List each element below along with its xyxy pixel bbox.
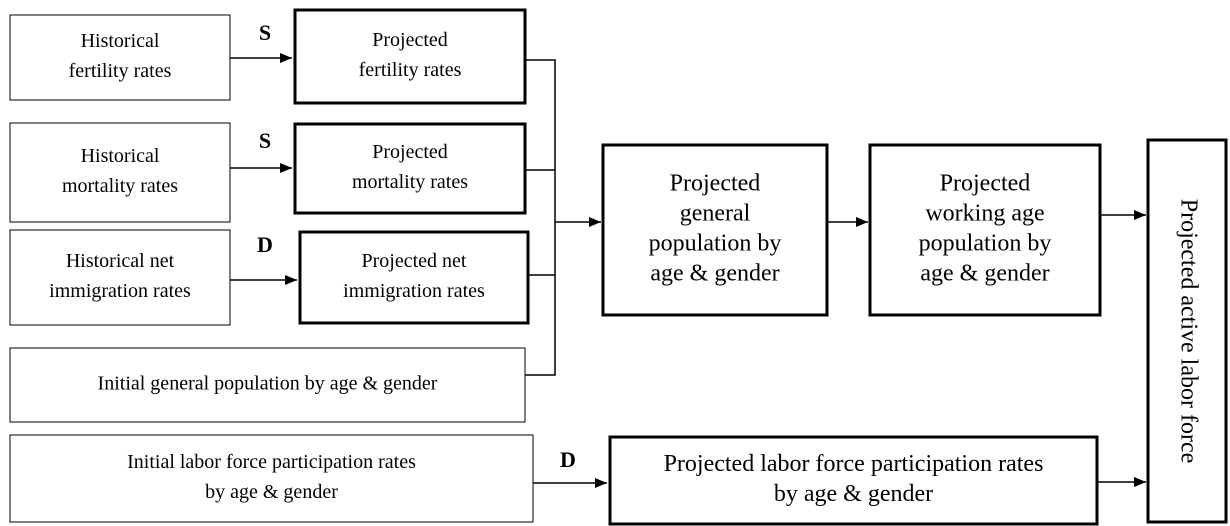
- node-label: mortality rates: [62, 175, 178, 197]
- node-label: Projected labor force participation rate…: [664, 451, 1044, 477]
- node-box: [601, 143, 829, 317]
- node-label: population by: [649, 231, 782, 257]
- node-label: fertility rates: [359, 59, 462, 81]
- node-label: Projected: [940, 171, 1031, 197]
- edge-label: D: [257, 232, 273, 257]
- node-box: [9, 229, 231, 326]
- node-label: Projected: [372, 141, 448, 163]
- node-label: immigration rates: [343, 280, 485, 302]
- node-box: [1146, 138, 1228, 524]
- node-label: Historical: [81, 145, 160, 167]
- node-label: fertility rates: [69, 60, 172, 82]
- node-label: Initial general population by age & gend…: [98, 373, 438, 395]
- node-label: age & gender: [920, 261, 1049, 287]
- edge-label: S: [259, 128, 271, 153]
- node-label: population by: [919, 231, 1052, 257]
- connectors: [230, 53, 1146, 488]
- node-label: Historical: [81, 30, 160, 52]
- node-label: Projected active labor force: [1175, 199, 1201, 464]
- node-label: by age & gender: [774, 481, 933, 507]
- node-box: [868, 143, 1102, 317]
- node-box: [608, 435, 1099, 526]
- node-label: mortality rates: [352, 171, 468, 193]
- node-box: [9, 434, 534, 523]
- node-box: [9, 347, 526, 423]
- node-box: [298, 230, 530, 325]
- node-label: Projected net: [362, 250, 467, 272]
- node-label: general: [680, 201, 751, 227]
- node-box: [293, 122, 527, 215]
- node-box: [9, 14, 231, 101]
- edge-label: D: [560, 447, 576, 472]
- node-label: Historical net: [66, 250, 175, 272]
- connector: [525, 59, 556, 376]
- node-label: Initial labor force participation rates: [127, 451, 416, 473]
- node-label: immigration rates: [49, 280, 191, 302]
- edge-label: S: [259, 20, 271, 45]
- node-box: [9, 122, 231, 223]
- node-label: by age & gender: [205, 481, 338, 503]
- node-box: [293, 8, 527, 105]
- node-label: Projected: [372, 29, 448, 51]
- node-label: age & gender: [650, 261, 779, 287]
- node-label: Projected: [670, 171, 761, 197]
- node-label: working age: [925, 201, 1044, 227]
